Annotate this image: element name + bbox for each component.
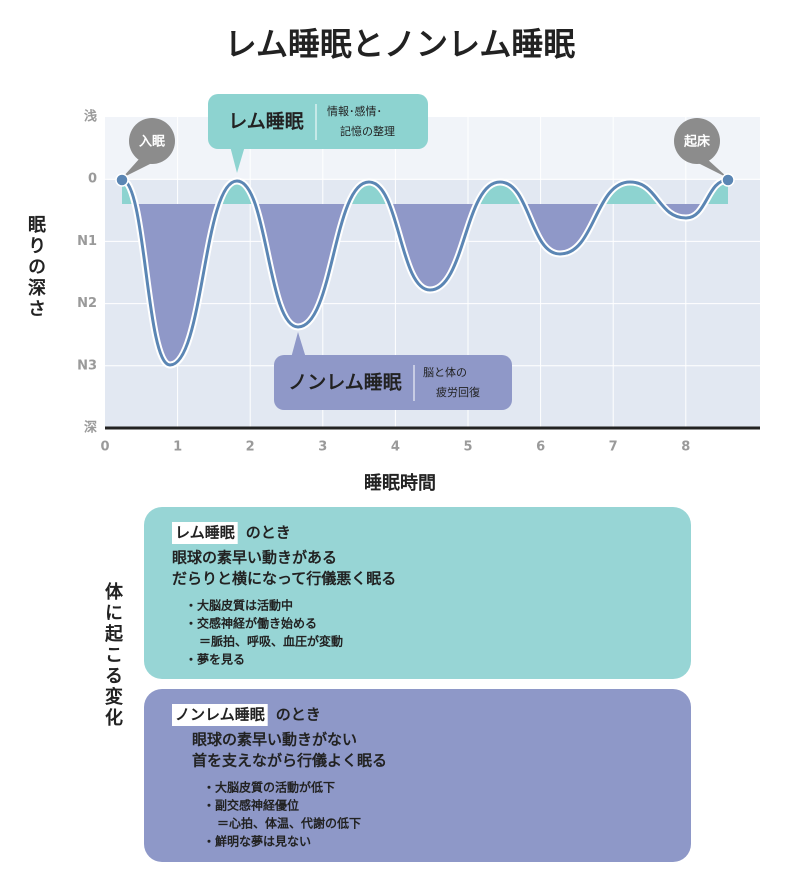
side-title: 体に起こる変化 [102,581,124,729]
end-dot [721,173,735,187]
y-label: N2 [77,296,97,311]
y-label: 浅 [84,109,97,125]
x-label: 0 [100,440,109,455]
rem-panel [144,507,691,679]
panel-heading: レム睡眠 [175,524,235,542]
x-label: 3 [318,440,327,455]
x-label: 4 [391,440,400,455]
panel-heading: ノンレム睡眠 [175,706,265,724]
heading-highlight [172,522,238,544]
nrem-title: ノンレム睡眠 [288,372,402,394]
panel-detail: ・副交感神経優位 [203,798,299,813]
sleep-curve [121,178,729,367]
panel-detail: ・夢を見る [185,652,245,667]
y-axis-title: 眠りの深さ [25,215,46,320]
end-label: 起床 [683,134,711,150]
y-label: N3 [77,358,97,373]
nrem-line: 脳と体の [423,365,467,379]
rem-callout [208,94,428,149]
x-label: 7 [609,440,618,455]
y-label: N1 [77,234,97,249]
panel-detail: ＝脈拍、呼吸、血圧が変動 [199,634,343,649]
x-label: 2 [246,440,255,455]
rem-line: 情報･感情･ [327,105,382,118]
panel-detail: ＝心拍、体温、代謝の低下 [217,816,361,831]
heading-highlight [172,704,268,726]
x-label: 5 [463,440,472,455]
panel-summary: 眼球の素早い動きがある [172,549,337,567]
rem-line: 記憶の整理 [340,124,395,138]
nrem-callout [274,355,512,410]
y-label: 深 [84,420,97,436]
panel-summary: 眼球の素早い動きがない [192,731,357,749]
start-label: 入眠 [139,135,165,150]
callout-tail [291,332,306,358]
y-label: 0 [88,172,97,187]
panel-summary: 首を支えながら行儀よく眠る [192,752,387,770]
start-dot [115,173,129,187]
start-bubble [129,118,175,164]
panel-detail: ・鮮明な夢は見ない [203,834,311,849]
nrem-panel [144,689,691,862]
x-label: 1 [173,440,182,455]
panel-suffix: のとき [276,706,321,724]
title: レム睡眠とノンレム睡眠 [225,25,576,63]
end-bubble [674,118,720,164]
x-label: 6 [536,440,545,455]
rem-title: レム睡眠 [228,111,304,133]
panel-suffix: のとき [246,524,291,542]
panel-detail: ・交感神経が働き始める [185,616,317,631]
x-label: 8 [681,440,690,455]
callout-tail [230,146,245,173]
panel-detail: ・大脳皮質は活動中 [185,598,293,613]
panel-summary: だらりと横になって行儀悪く眠る [172,570,396,588]
panel-detail: ・大脳皮質の活動が低下 [203,780,335,795]
nrem-line: 疲労回復 [436,385,480,399]
shallow-band [105,117,760,180]
x-axis-title: 睡眠時間 [364,473,436,494]
